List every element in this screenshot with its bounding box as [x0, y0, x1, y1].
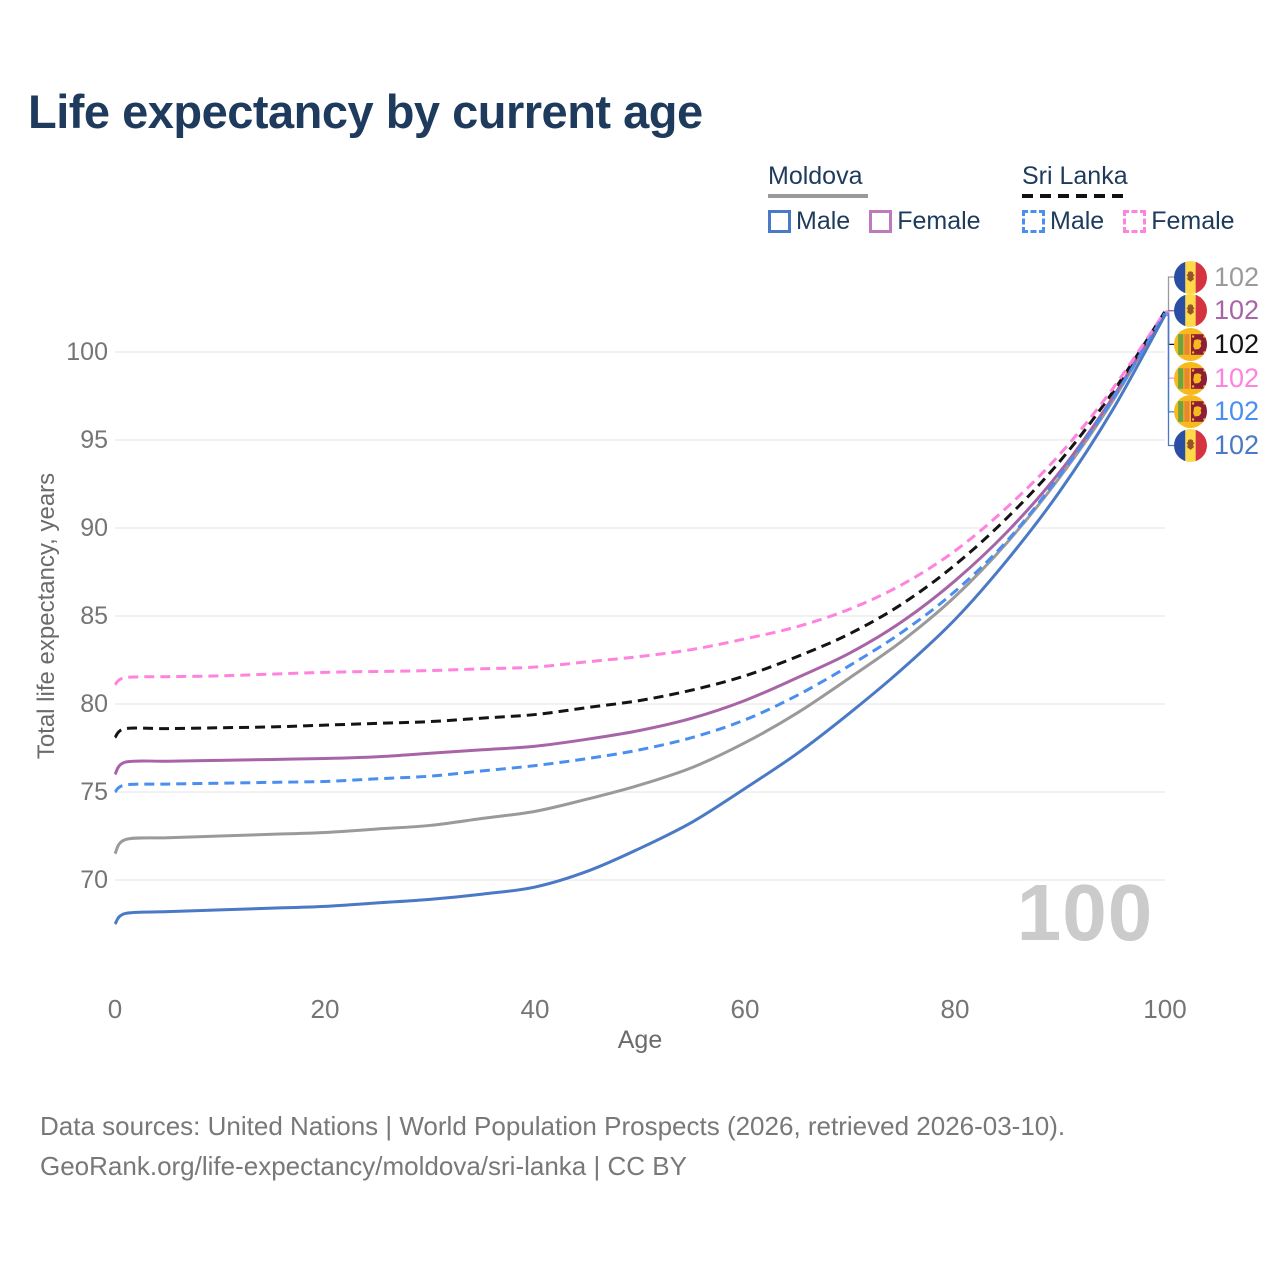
end-label-value: 102	[1214, 430, 1260, 460]
footer: Data sources: United Nations | World Pop…	[40, 1106, 1065, 1186]
legend-swatch-srilanka-male[interactable]	[1022, 209, 1045, 233]
footer-attribution: GeoRank.org/life-expectancy/moldova/sri-…	[40, 1151, 687, 1181]
end-label-value: 102	[1214, 328, 1260, 359]
end-label-value: 102	[1214, 295, 1260, 326]
series-line-moldova-female[interactable]	[113, 310, 1167, 776]
moldova-flag-icon	[1174, 294, 1207, 328]
sri-lanka-flag-icon	[1174, 395, 1207, 429]
legend-label-srilanka-female[interactable]: Female	[1151, 206, 1235, 235]
series-line-moldova[interactable]	[113, 310, 1167, 855]
leader-line	[1165, 310, 1174, 346]
leader-line	[1165, 310, 1174, 379]
y-tick-label: 100	[66, 338, 108, 366]
age-watermark: 100	[1016, 868, 1154, 957]
legend-underline-dashed	[1022, 193, 1126, 198]
footer-sources: Data sources: United Nations | World Pop…	[40, 1111, 1066, 1141]
end-label-sri-lanka-female: 102	[1174, 361, 1259, 395]
page-title: Life expectancy by current age	[28, 85, 703, 138]
moldova-flag-icon	[1174, 429, 1207, 462]
y-tick-label: 80	[80, 690, 108, 718]
end-label-value: 102	[1214, 396, 1260, 427]
x-tick-label: 0	[107, 994, 123, 1024]
x-tick-label: 60	[730, 994, 760, 1024]
leader-line	[1165, 276, 1174, 313]
end-label-value: 102	[1214, 362, 1260, 393]
y-tick-label: 95	[80, 426, 108, 454]
x-tick-label: 80	[940, 994, 970, 1024]
y-tick-label: 85	[80, 602, 108, 630]
series-line-sri-lanka[interactable]	[113, 310, 1167, 739]
leader-line	[1165, 314, 1174, 447]
y-tick-label: 90	[80, 514, 108, 542]
y-tick-label: 70	[80, 866, 108, 894]
end-label-sri-lanka-male: 102	[1174, 395, 1259, 429]
series-line-sri-lanka-male[interactable]	[113, 312, 1167, 794]
legend-swatch-moldova-male[interactable]	[768, 209, 791, 233]
x-tick-label: 20	[310, 994, 340, 1024]
sri-lanka-flag-icon	[1174, 327, 1207, 361]
x-tick-label: 40	[520, 994, 550, 1024]
legend-label-moldova-male[interactable]: Male	[796, 206, 851, 235]
moldova-flag-icon	[1174, 294, 1207, 328]
end-label-moldova: 102	[1174, 260, 1259, 294]
y-tick-label: 75	[80, 778, 108, 806]
legend-label-srilanka-male[interactable]: Male	[1050, 206, 1105, 235]
legend-group-title-srilanka[interactable]: Sri Lanka	[1022, 162, 1128, 190]
series-line-moldova-male[interactable]	[113, 314, 1167, 926]
leader-line	[1165, 310, 1174, 313]
end-label-sri-lanka: 102	[1174, 327, 1259, 361]
legend-label-moldova-female[interactable]: Female	[897, 206, 981, 235]
sri-lanka-flag-icon	[1174, 361, 1207, 395]
x-axis-title: Age	[617, 1026, 663, 1054]
moldova-flag-icon	[1174, 260, 1207, 294]
legend-group-title-moldova[interactable]: Moldova	[768, 162, 863, 190]
legend-swatch-srilanka-female[interactable]	[1123, 209, 1147, 233]
y-axis-title: Total life expectancy, years	[33, 472, 60, 760]
sri-lanka-flag-icon	[1174, 327, 1207, 361]
end-label-moldova-male: 102	[1174, 429, 1259, 463]
series-line-sri-lanka-female[interactable]	[113, 310, 1167, 686]
end-label-value: 102	[1214, 261, 1260, 292]
sri-lanka-flag-icon	[1174, 395, 1207, 429]
legend-group-moldova: Moldova Male Female	[768, 162, 1000, 236]
legend-group-srilanka: Sri Lanka Male Female	[1022, 162, 1254, 236]
x-tick-label: 100	[1143, 994, 1187, 1024]
leader-line	[1165, 312, 1174, 413]
legend-swatch-moldova-female[interactable]	[869, 209, 893, 233]
moldova-flag-icon	[1174, 260, 1207, 294]
moldova-flag-icon	[1174, 429, 1207, 462]
end-label-moldova-female: 102	[1174, 294, 1259, 328]
sri-lanka-flag-icon	[1174, 361, 1207, 395]
legend-underline-solid	[768, 193, 868, 198]
